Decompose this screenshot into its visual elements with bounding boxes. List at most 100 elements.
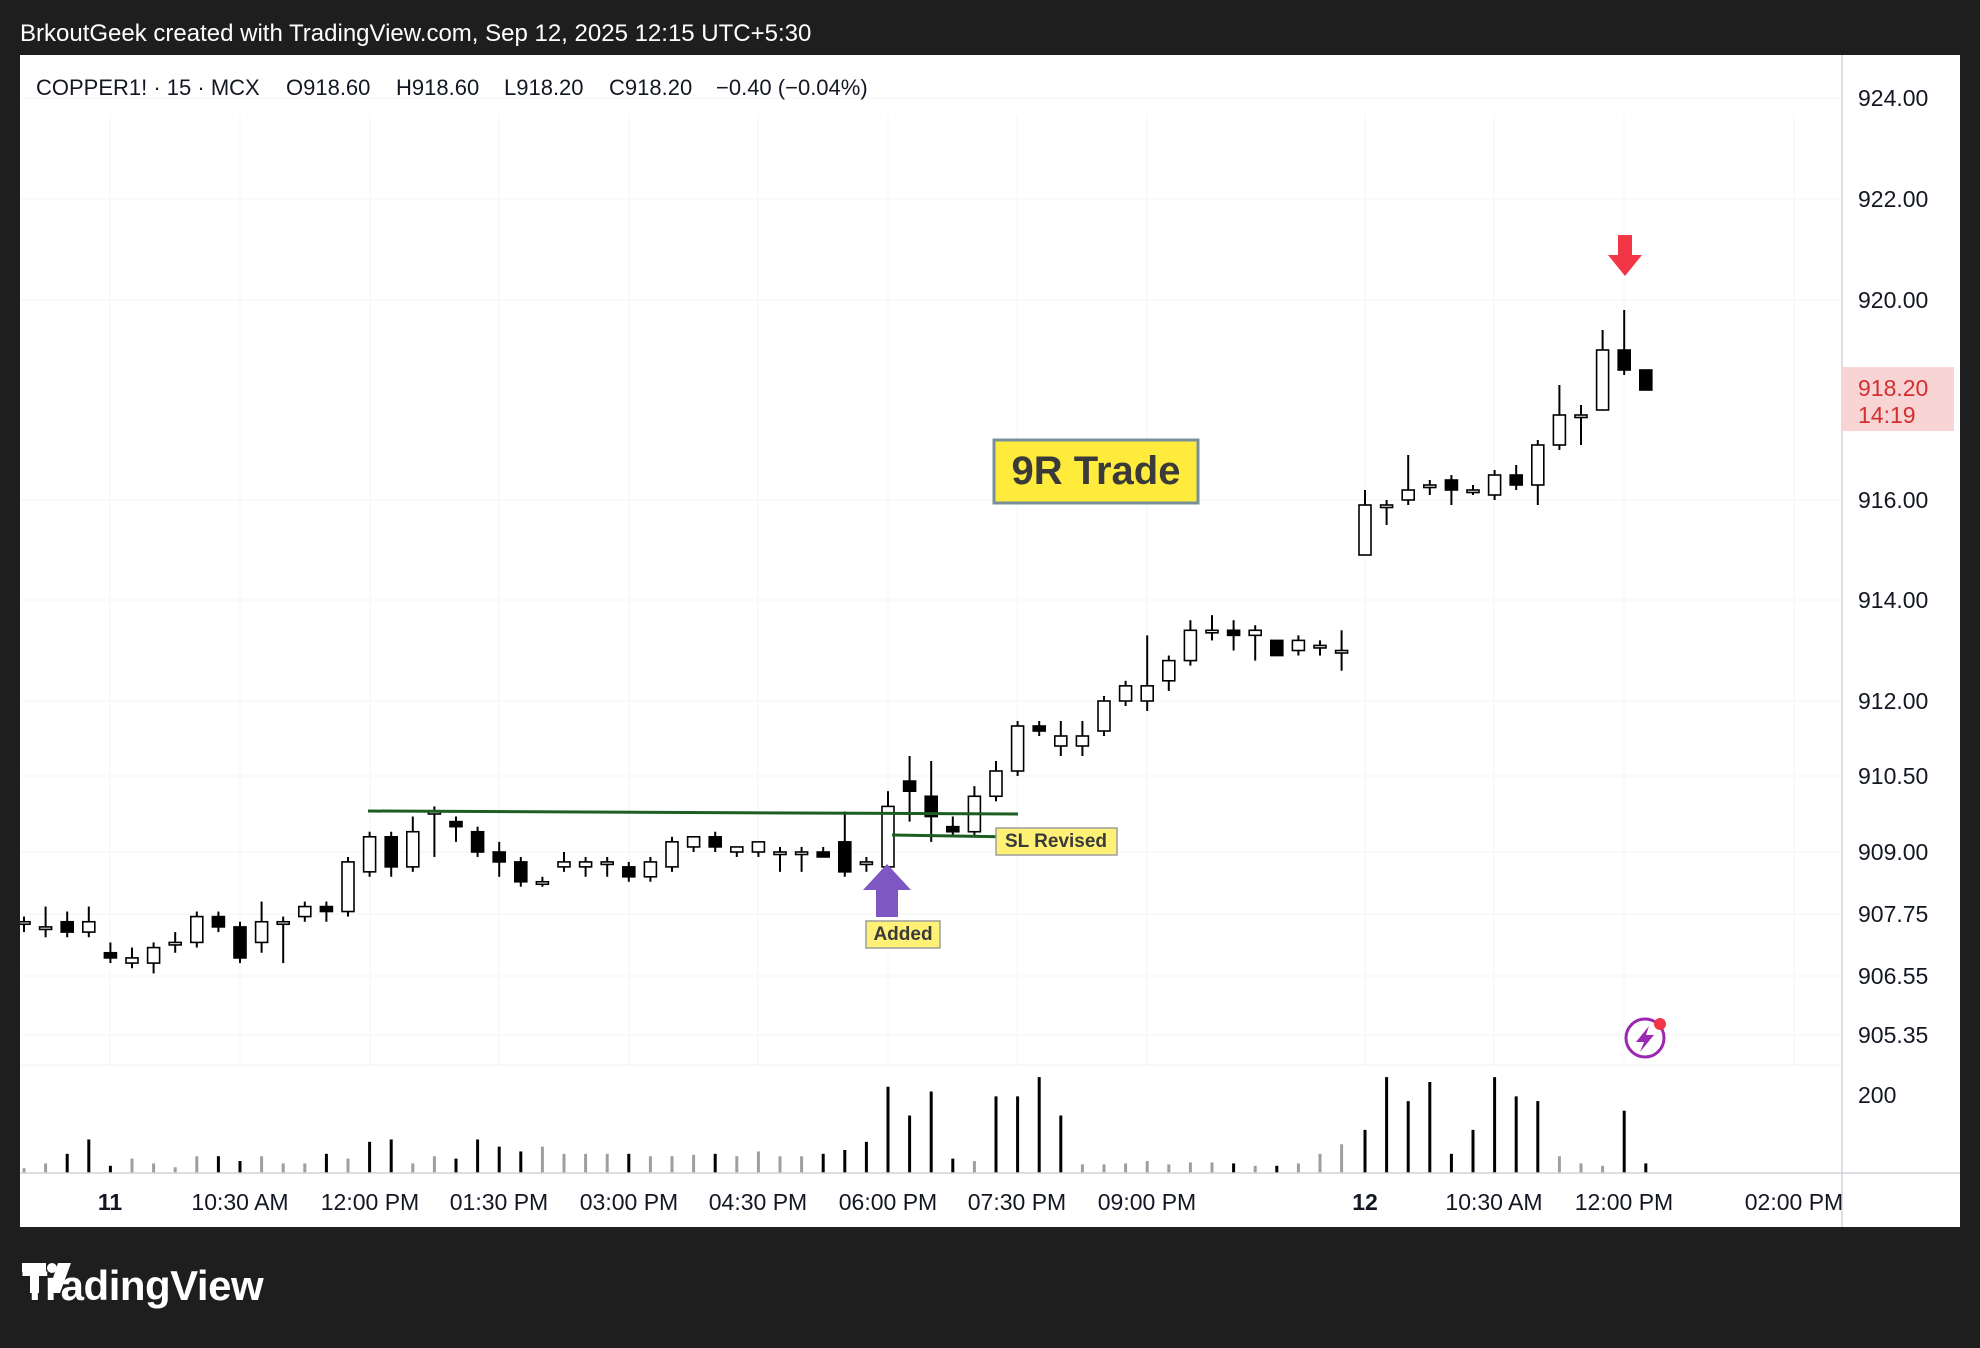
candle[interactable] [1509, 465, 1523, 490]
candle[interactable] [686, 835, 701, 852]
candle[interactable] [1595, 330, 1610, 411]
candle[interactable] [405, 816, 420, 872]
candle[interactable] [492, 841, 507, 877]
candle[interactable] [945, 816, 960, 837]
candle[interactable] [1205, 615, 1219, 641]
candle[interactable] [1010, 721, 1025, 776]
candle[interactable] [103, 942, 118, 964]
candle[interactable] [665, 836, 679, 872]
candle-body [1552, 414, 1567, 446]
candle[interactable] [1097, 695, 1111, 736]
candle[interactable] [1639, 369, 1653, 391]
price-chart[interactable]: SL Revised Added 9R Trade COPPER1! · 15 … [20, 55, 1960, 1227]
candle[interactable] [1574, 405, 1588, 445]
candle-body [1075, 735, 1090, 747]
candle[interactable] [837, 811, 852, 877]
candle[interactable] [125, 947, 139, 969]
candle[interactable] [1487, 470, 1502, 500]
candle-body [81, 920, 96, 933]
candle[interactable] [751, 841, 766, 857]
candle[interactable] [1313, 640, 1327, 656]
candle[interactable] [146, 942, 161, 974]
candle[interactable] [535, 876, 550, 887]
candle[interactable] [708, 831, 723, 852]
candle[interactable] [859, 856, 874, 872]
price-axis[interactable]: 924.00 922.00 920.00 916.00 914.00 912.00 910.… [1858, 85, 1928, 1048]
candle[interactable] [1552, 385, 1567, 450]
candle[interactable] [470, 826, 485, 857]
candle-body [384, 835, 399, 868]
candle-body [1162, 659, 1176, 682]
candle[interactable] [211, 911, 226, 933]
candle[interactable] [621, 861, 636, 882]
candle[interactable] [578, 856, 593, 877]
candle[interactable] [427, 806, 442, 857]
candle[interactable] [190, 911, 204, 948]
candle[interactable] [384, 831, 399, 877]
candle[interactable] [557, 852, 571, 872]
candle[interactable] [276, 916, 291, 964]
candle[interactable] [902, 756, 917, 822]
candle[interactable] [794, 846, 809, 872]
candle[interactable] [729, 846, 744, 857]
candle[interactable] [1531, 440, 1545, 505]
candle[interactable] [1226, 620, 1241, 651]
candle[interactable] [341, 856, 355, 917]
candle[interactable] [643, 856, 658, 882]
candle[interactable] [773, 846, 787, 872]
candle[interactable] [1270, 639, 1284, 657]
candle[interactable] [38, 906, 53, 938]
candle[interactable] [1032, 721, 1047, 736]
candle[interactable] [297, 901, 312, 922]
candle[interactable] [1118, 680, 1133, 706]
candle-body [1118, 685, 1133, 702]
candle[interactable] [1140, 635, 1154, 711]
candle[interactable] [20, 916, 31, 933]
candle-body [1509, 474, 1523, 486]
candle[interactable] [989, 761, 1003, 802]
volume-scale-tick: 200 [1858, 1082, 1896, 1108]
candle[interactable] [816, 846, 831, 858]
tradingview-brand[interactable]: TradingView [22, 1262, 264, 1310]
candle[interactable] [1358, 490, 1372, 556]
candle-body [1054, 735, 1068, 747]
title-box[interactable] [992, 438, 1200, 505]
candle[interactable] [449, 816, 463, 842]
candle[interactable] [1379, 500, 1394, 525]
candle[interactable] [1444, 475, 1459, 505]
candle[interactable] [362, 831, 377, 877]
price-tick-label: 920.00 [1858, 287, 1928, 313]
candle[interactable] [924, 761, 939, 842]
candle[interactable] [1162, 655, 1176, 691]
candle[interactable] [1054, 721, 1068, 756]
candle[interactable] [1291, 635, 1306, 656]
candle[interactable] [1183, 620, 1198, 666]
time-axis[interactable]: 11 10:30 AM 12:00 PM 01:30 PM 03:00 PM 04:30 … [98, 1189, 1843, 1215]
candle[interactable] [319, 901, 334, 922]
candle[interactable] [600, 856, 615, 877]
candle[interactable] [1075, 721, 1090, 756]
candle[interactable] [1334, 630, 1349, 671]
candle[interactable] [1617, 310, 1631, 375]
lightning-icon[interactable] [1624, 1017, 1666, 1059]
candle-body [1423, 484, 1437, 489]
time-tick-label: 03:00 PM [580, 1189, 678, 1215]
candle[interactable] [513, 856, 528, 887]
candle[interactable] [60, 911, 75, 938]
candle-body [881, 805, 895, 868]
support-line[interactable] [367, 809, 1019, 816]
candle[interactable] [1466, 485, 1480, 495]
candle[interactable] [233, 921, 247, 964]
time-tick-label: 12:00 PM [1575, 1189, 1673, 1215]
time-tick-label: 10:30 AM [1445, 1189, 1542, 1215]
candle[interactable] [254, 901, 269, 953]
candle[interactable] [967, 786, 982, 837]
chart-panel[interactable]: SL Revised Added 9R Trade COPPER1! · 15 … [20, 55, 1960, 1227]
candles [20, 310, 1653, 974]
candle[interactable] [1248, 625, 1262, 661]
candle[interactable] [1401, 455, 1415, 505]
candle[interactable] [1423, 480, 1437, 495]
candle[interactable] [168, 932, 182, 953]
candle[interactable] [81, 906, 96, 938]
candle[interactable] [881, 791, 895, 872]
